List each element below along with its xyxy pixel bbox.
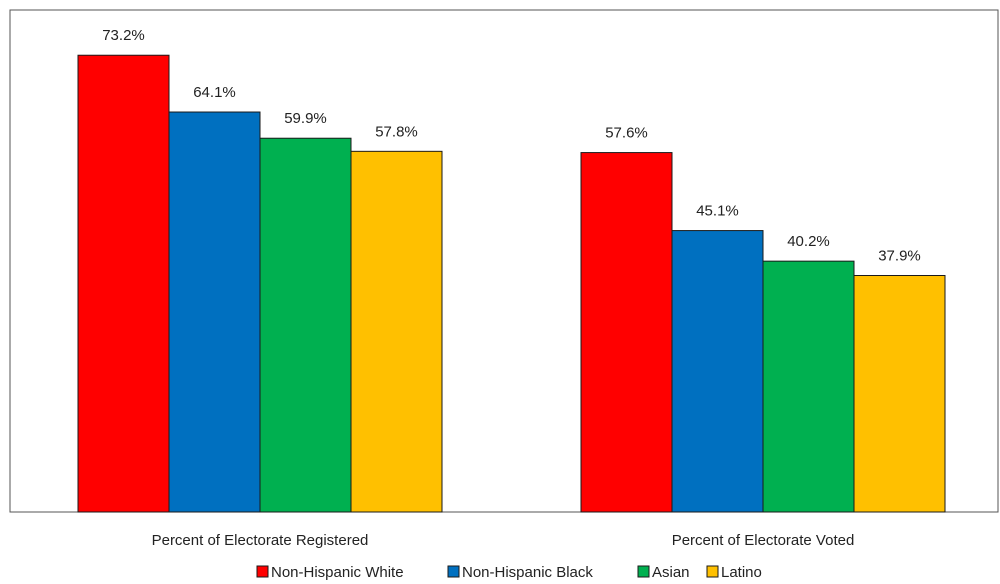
data-label-0-3: 57.8% [375,123,418,140]
bar-0-0 [77,54,170,513]
legend: Non-Hispanic White Non-Hispanic Black Asia… [256,564,762,581]
data-label-1-1: 45.1% [696,203,739,220]
legend-label-0: Non-Hispanic White [271,564,404,581]
category-label-1: Percent of Electorate Voted [672,532,855,549]
bar-0-1 [168,111,261,513]
plot-area-border [9,9,999,513]
bar-1-0 [580,152,673,513]
category-label-0: Percent of Electorate Registered [152,532,369,549]
legend-swatch-1 [447,565,460,578]
bar-1-1 [671,230,764,513]
legend-label-1: Non-Hispanic Black [462,564,593,581]
bar-1-3 [853,275,946,513]
data-label-1-3: 37.9% [878,248,921,265]
bar-0-3 [350,150,443,513]
bar-group [77,54,946,513]
data-label-0-0: 73.2% [102,27,145,44]
data-label-1-0: 57.6% [605,125,648,142]
legend-label-2: Asian [652,564,690,581]
legend-swatch-2 [637,565,650,578]
data-label-group: 73.2% 64.1% 59.9% 57.8% 57.6% 45.1% 40.2% 37.9% [102,27,921,264]
data-label-1-2: 40.2% [787,233,830,250]
bar-1-2 [762,260,855,513]
legend-swatch-0 [256,565,269,578]
legend-swatch-3 [706,565,719,578]
data-label-0-1: 64.1% [193,84,236,101]
bar-0-2 [259,137,352,513]
data-label-0-2: 59.9% [284,110,327,127]
legend-label-3: Latino [721,564,762,581]
category-label-group: Percent of Electorate Registered Percent … [152,532,855,549]
